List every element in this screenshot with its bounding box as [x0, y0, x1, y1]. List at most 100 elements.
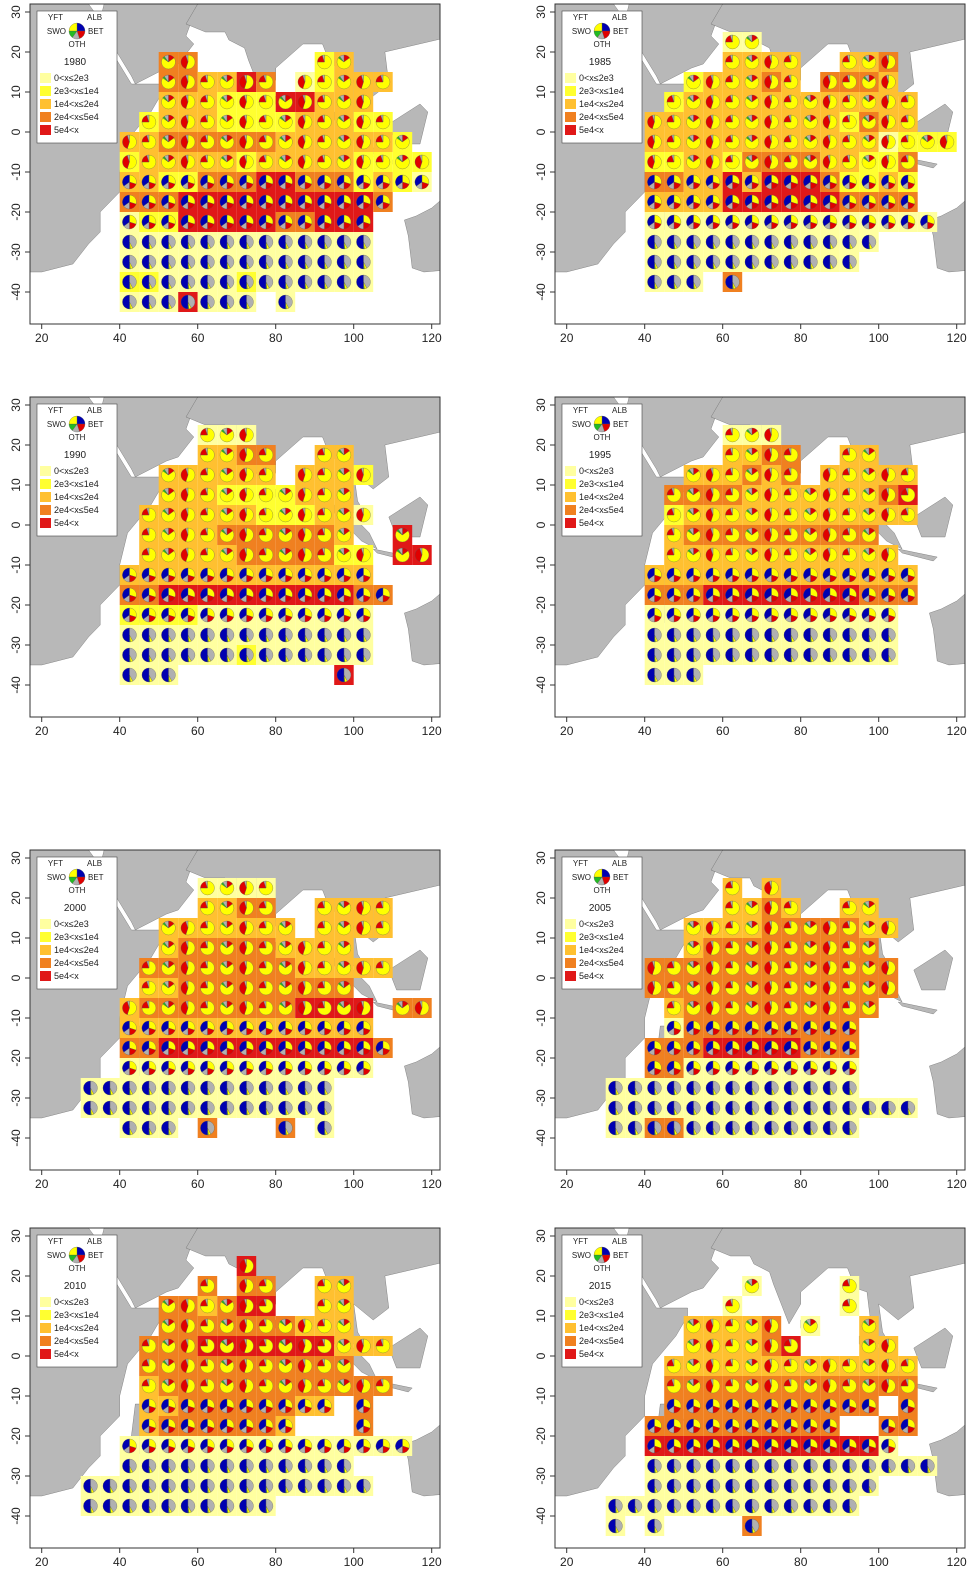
- y-tick-label: 20: [534, 891, 548, 905]
- plot-area: [489, 850, 975, 1170]
- x-tick-label: 100: [869, 331, 889, 345]
- legend-swatch: [565, 73, 576, 83]
- y-tick-label: 0: [9, 521, 23, 528]
- x-tick-label: 60: [716, 331, 730, 345]
- y-tick-label: -40: [534, 283, 548, 301]
- y-tick-label: 20: [9, 45, 23, 59]
- legend-label: 0<x≤2e3: [579, 466, 614, 476]
- y-tick-label: -10: [9, 1009, 23, 1027]
- species-label: OTH: [69, 40, 86, 49]
- plot-area: [489, 397, 975, 717]
- y-tick-label: 10: [9, 478, 23, 492]
- x-tick-label: 40: [638, 1177, 652, 1191]
- legend-swatch: [40, 945, 51, 955]
- legend-label: 1e4<x≤2e4: [54, 99, 99, 109]
- y-tick-label: 10: [534, 85, 548, 99]
- panel-year: 1995: [589, 450, 612, 461]
- panel-year: 1985: [589, 57, 612, 68]
- legend-label: 5e4<x: [54, 125, 79, 135]
- legend-label: 2e4<x≤5e4: [54, 505, 99, 515]
- legend-swatch: [565, 971, 576, 981]
- y-tick-label: 30: [9, 851, 23, 865]
- legend-swatch: [40, 73, 51, 83]
- legend-swatch: [565, 112, 576, 122]
- y-tick-label: -40: [9, 1129, 23, 1147]
- x-tick-label: 20: [35, 1177, 49, 1191]
- legend-label: 1e4<x≤2e4: [54, 492, 99, 502]
- y-tick-label: -40: [9, 283, 23, 301]
- panel-year: 2005: [589, 903, 612, 914]
- species-label: YFT: [48, 406, 63, 415]
- legend-label: 0<x≤2e3: [579, 73, 614, 83]
- x-tick-label: 80: [269, 331, 283, 345]
- x-tick-label: 120: [947, 1177, 967, 1191]
- y-tick-label: -20: [9, 596, 23, 614]
- legend-label: 2e3<x≤1e4: [54, 479, 99, 489]
- legend-label: 2e4<x≤5e4: [579, 958, 624, 968]
- legend-label: 2e3<x≤1e4: [54, 86, 99, 96]
- species-label: ALB: [87, 406, 102, 415]
- legend-label: 2e4<x≤5e4: [579, 112, 624, 122]
- y-tick-label: 30: [9, 5, 23, 19]
- legend-swatch: [565, 125, 576, 135]
- y-tick-label: -10: [9, 163, 23, 181]
- species-label: SWO: [572, 873, 591, 882]
- species-label: BET: [88, 420, 104, 429]
- y-tick-label: -10: [534, 556, 548, 574]
- x-tick-label: 60: [191, 724, 205, 738]
- species-label: SWO: [572, 27, 591, 36]
- x-tick-label: 20: [560, 724, 574, 738]
- x-tick-label: 20: [560, 331, 574, 345]
- species-label: SWO: [47, 420, 66, 429]
- x-tick-label: 80: [794, 1177, 808, 1191]
- x-tick-label: 120: [947, 724, 967, 738]
- legend-label: 5e4<x: [54, 518, 79, 528]
- y-tick-label: 30: [534, 851, 548, 865]
- species-label: ALB: [87, 859, 102, 868]
- legend-swatch: [565, 932, 576, 942]
- x-tick-label: 80: [269, 724, 283, 738]
- species-label: OTH: [594, 886, 611, 895]
- legend-label: 1e4<x≤2e4: [579, 945, 624, 955]
- legend-swatch: [40, 919, 51, 929]
- y-tick-label: -10: [534, 163, 548, 181]
- y-tick-label: 20: [534, 438, 548, 452]
- y-tick-label: 10: [534, 478, 548, 492]
- legend-swatch: [565, 958, 576, 968]
- legend-label: 5e4<x: [54, 971, 79, 981]
- y-tick-label: 10: [9, 85, 23, 99]
- species-label: YFT: [48, 13, 63, 22]
- legend-label: 0<x≤2e3: [54, 73, 89, 83]
- x-tick-label: 60: [716, 1177, 730, 1191]
- y-tick-label: -20: [534, 203, 548, 221]
- species-label: ALB: [612, 13, 627, 22]
- legend-label: 2e3<x≤1e4: [579, 86, 624, 96]
- legend-label: 0<x≤2e3: [54, 466, 89, 476]
- legend-label: 5e4<x: [579, 971, 604, 981]
- legend-label: 2e3<x≤1e4: [54, 932, 99, 942]
- x-tick-label: 20: [560, 1177, 574, 1191]
- legend-swatch: [565, 479, 576, 489]
- y-tick-label: -10: [534, 1009, 548, 1027]
- species-label: ALB: [612, 859, 627, 868]
- panel-year: 2000: [64, 903, 87, 914]
- legend-swatch: [40, 86, 51, 96]
- y-tick-label: 0: [9, 974, 23, 981]
- x-tick-label: 60: [191, 331, 205, 345]
- legend-swatch: [40, 479, 51, 489]
- legend-label: 0<x≤2e3: [579, 919, 614, 929]
- legend-label: 2e3<x≤1e4: [579, 479, 624, 489]
- y-tick-label: -30: [534, 636, 548, 654]
- y-tick-label: 20: [534, 45, 548, 59]
- y-tick-label: 0: [534, 974, 548, 981]
- y-tick-label: 0: [9, 128, 23, 135]
- y-tick-label: -20: [534, 596, 548, 614]
